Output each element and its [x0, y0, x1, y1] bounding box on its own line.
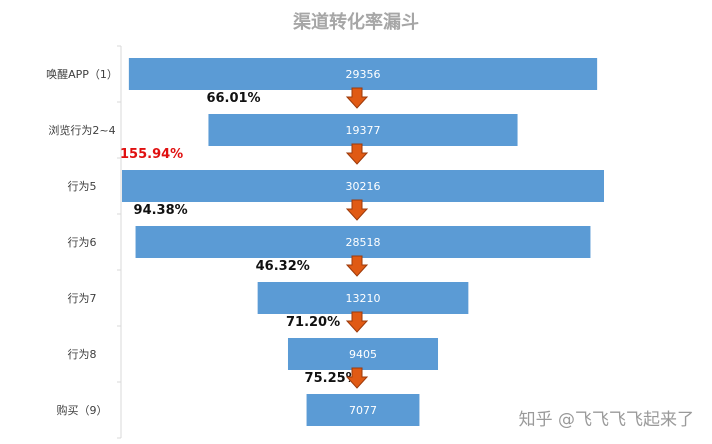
category-label: 唤醒APP（1） [46, 67, 118, 81]
conversion-rate-label: 66.01% [206, 91, 260, 106]
down-arrow-icon [345, 367, 369, 389]
funnel-bar [306, 394, 420, 426]
conversion-rate-label: 46.32% [256, 259, 310, 274]
category-label: 购买（9） [57, 403, 108, 417]
down-arrow-icon [345, 87, 369, 109]
category-label: 行为7 [68, 292, 97, 305]
down-arrow-icon [345, 143, 369, 165]
bar-value-label: 29356 [346, 68, 381, 81]
funnel-bar [128, 58, 598, 90]
bar-value-label: 30216 [346, 180, 381, 193]
conversion-rate-label: 71.20% [286, 315, 340, 330]
down-arrow-icon [345, 199, 369, 221]
conversion-rate-label: 94.38% [134, 203, 188, 218]
bar-value-label: 28518 [346, 236, 381, 249]
down-arrow-icon [345, 311, 369, 333]
bar-value-label: 9405 [349, 348, 377, 361]
funnel-bar [257, 282, 469, 314]
category-label: 行为5 [68, 180, 97, 193]
conversion-rate-label: 155.94% [120, 147, 183, 162]
category-label: 行为6 [68, 236, 97, 249]
funnel-bar [287, 338, 439, 370]
category-label: 行为8 [68, 348, 97, 361]
chart-title: 渠道转化率漏斗 [293, 12, 419, 33]
watermark: 知乎 @飞飞飞飞起来了 [518, 410, 694, 430]
bar-value-label: 7077 [349, 404, 377, 417]
funnel-bar [208, 114, 518, 146]
funnel-bar [122, 170, 604, 202]
category-label: 浏览行为2~4 [48, 123, 115, 137]
down-arrow-icon [345, 255, 369, 277]
bar-value-label: 19377 [346, 124, 381, 137]
conversion-rate-label: 75.25% [305, 371, 359, 386]
bar-value-label: 13210 [346, 292, 381, 305]
funnel-bar [135, 226, 591, 258]
